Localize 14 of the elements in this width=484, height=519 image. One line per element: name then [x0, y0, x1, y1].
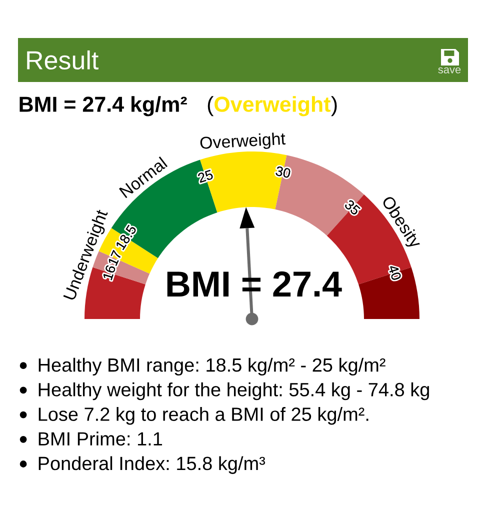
- text: Ponderal Index: 15.8 kg/m³: [38, 456, 266, 474]
- text: 25: [197, 170, 214, 183]
- chart-title: Result: [27, 50, 99, 70]
- text: save: [438, 67, 461, 74]
- text: 17: [108, 250, 122, 266]
- text: Lose 7.2 kg to reach a BMI of 25 kg/m².: [38, 407, 368, 425]
- text: 35: [344, 199, 361, 216]
- text: Healthy BMI range: 18.5 kg/m² - 25 kg/m²: [38, 358, 386, 376]
- slice-label: Overweight: [200, 132, 286, 152]
- text: Healthy weight for the height: 55.4 kg - 74.8 kg: [38, 382, 429, 400]
- text: 30: [275, 166, 291, 178]
- text: BMI Prime: 1.1: [38, 432, 162, 446]
- text: 40: [388, 264, 402, 281]
- chart-subtitle: BMI = 27.4 kg/m² (Overweight): [20, 96, 337, 116]
